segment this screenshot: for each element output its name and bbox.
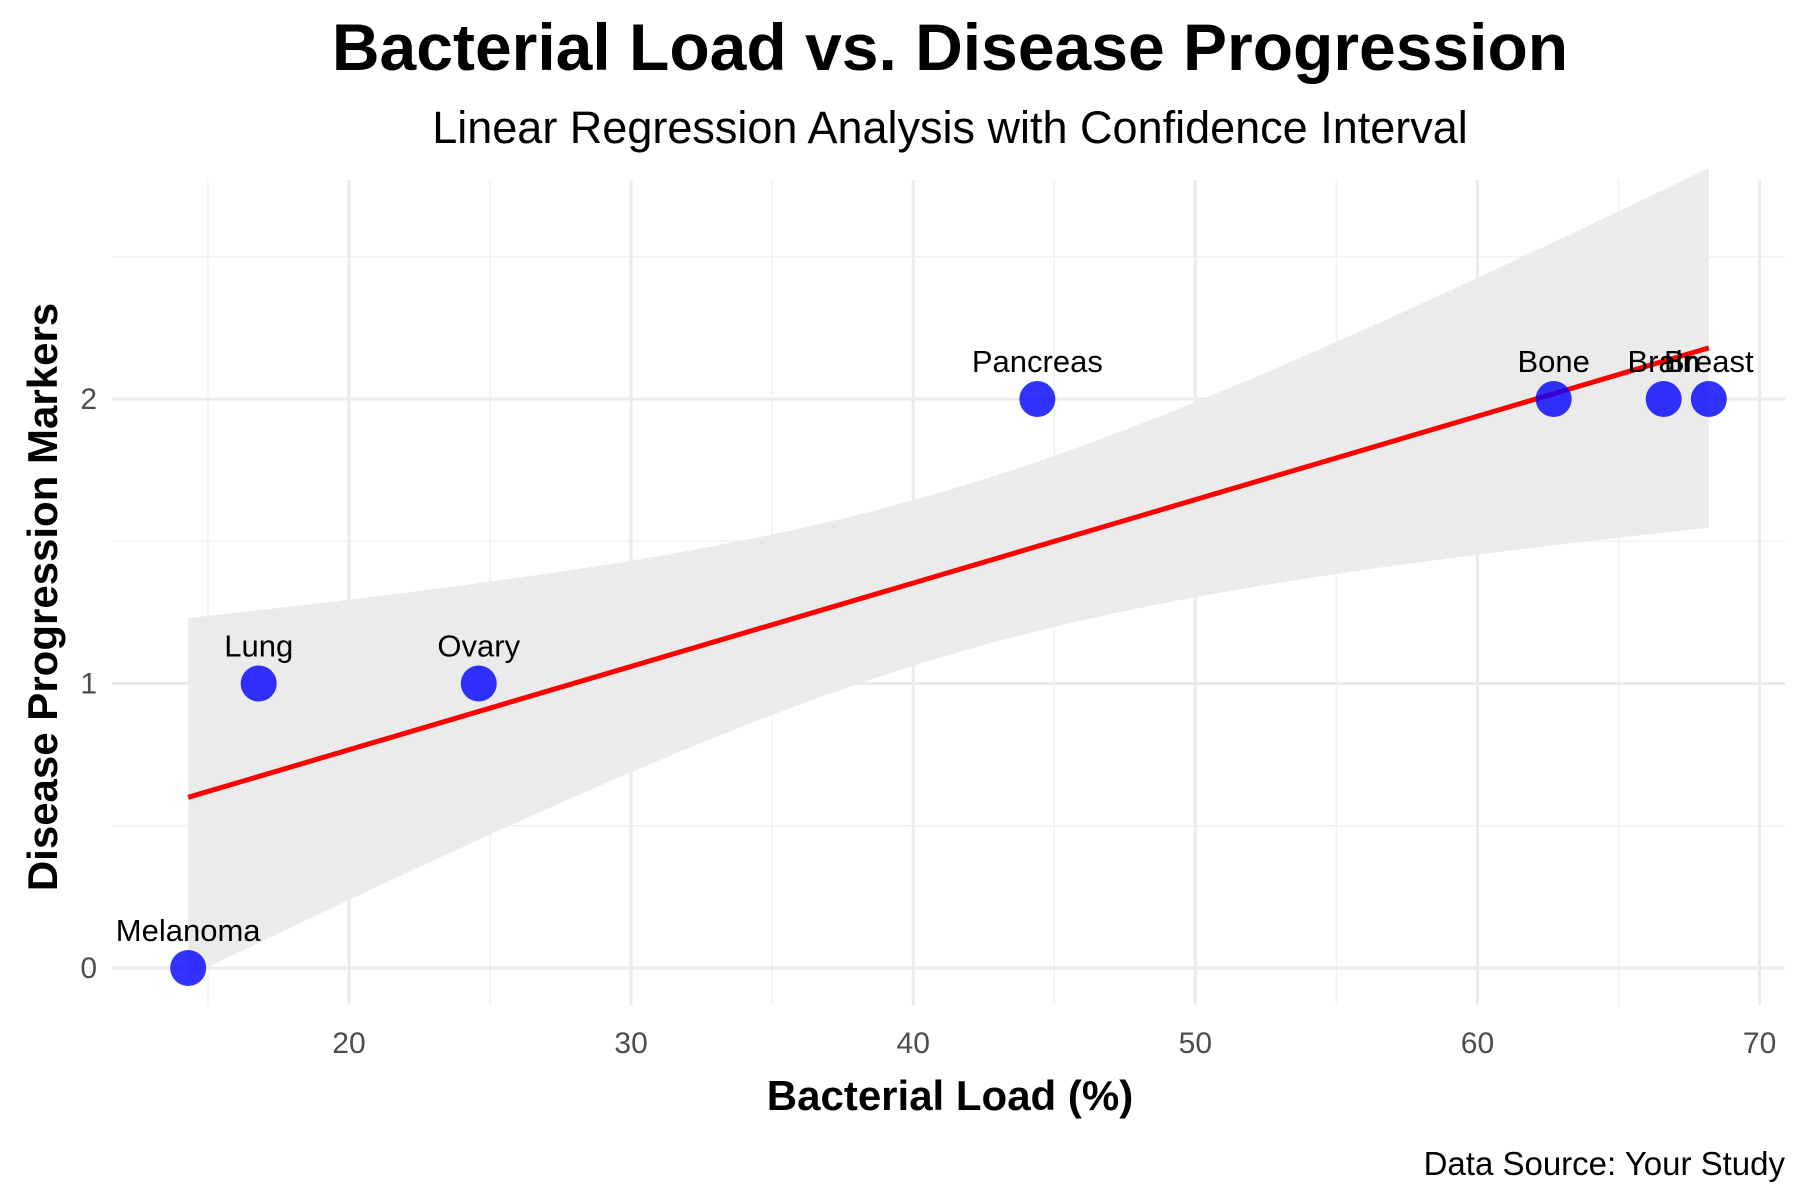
y-tick-label: 2 bbox=[80, 383, 97, 416]
point-label-brain: Brain bbox=[1627, 344, 1699, 379]
point-label-lung: Lung bbox=[224, 629, 293, 664]
x-tick-label: 50 bbox=[1179, 1027, 1212, 1060]
data-point-pancreas bbox=[1019, 381, 1056, 418]
regression-line bbox=[187, 345, 1710, 800]
y-tick-label: 0 bbox=[80, 952, 97, 985]
x-tick-label: 70 bbox=[1743, 1027, 1776, 1060]
y-tick-label: 1 bbox=[80, 668, 97, 701]
point-label-bone: Bone bbox=[1517, 344, 1589, 379]
x-axis-tick-labels: 20 30 40 50 60 70 bbox=[332, 1027, 1776, 1060]
point-label-ovary: Ovary bbox=[437, 629, 520, 664]
data-point-bone bbox=[1535, 381, 1572, 418]
x-tick-label: 40 bbox=[897, 1027, 930, 1060]
data-source-caption: Data Source: Your Study bbox=[1424, 1145, 1786, 1182]
data-point-lung bbox=[240, 665, 277, 702]
data-point-breast bbox=[1690, 381, 1727, 418]
data-point-ovary bbox=[460, 665, 497, 702]
x-tick-label: 60 bbox=[1461, 1027, 1494, 1060]
regression-line-group bbox=[187, 345, 1710, 800]
y-axis-tick-labels: 0 1 2 bbox=[80, 383, 97, 985]
point-label-melanoma: Melanoma bbox=[116, 913, 261, 948]
data-point-melanoma bbox=[170, 950, 207, 987]
x-tick-label: 20 bbox=[332, 1027, 365, 1060]
x-axis-title: Bacterial Load (%) bbox=[767, 1072, 1133, 1119]
chart-title: Bacterial Load vs. Disease Progression bbox=[332, 10, 1568, 84]
point-label-pancreas: Pancreas bbox=[972, 344, 1103, 379]
data-point-brain bbox=[1645, 381, 1682, 418]
chart-subtitle: Linear Regression Analysis with Confiden… bbox=[432, 102, 1468, 153]
point-label-breast: Breast bbox=[1664, 344, 1754, 379]
data-points bbox=[170, 381, 1727, 987]
x-tick-label: 30 bbox=[614, 1027, 647, 1060]
y-axis-title: Disease Progression Markers bbox=[19, 303, 66, 891]
